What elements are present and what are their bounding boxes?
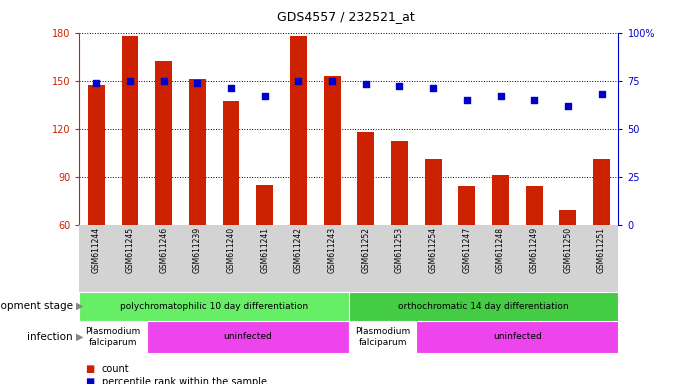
Bar (349, 321, 416, 353)
Bar (560, 210, 576, 321)
Point (225, 85, 236, 91)
Point (158, 78, 169, 84)
Text: development stage: development stage (0, 301, 76, 311)
Point (192, 79, 203, 86)
Bar (349, 292, 618, 321)
Text: polychromatophilic 10 day differentiation: polychromatophilic 10 day differentiatio… (120, 302, 308, 311)
Bar (79, 321, 146, 353)
Bar (88, 86, 105, 321)
Bar (593, 159, 610, 321)
Point (124, 78, 135, 84)
Text: uninfected: uninfected (493, 333, 542, 341)
Bar (323, 76, 341, 321)
Text: GSM611240: GSM611240 (227, 227, 236, 273)
Bar (146, 321, 349, 353)
Point (529, 97, 540, 103)
Text: GDS4557 / 232521_at: GDS4557 / 232521_at (276, 10, 415, 23)
Text: count: count (102, 364, 129, 374)
Point (562, 103, 574, 109)
Text: orthochromatic 14 day differentiation: orthochromatic 14 day differentiation (399, 302, 569, 311)
Text: ■: ■ (86, 364, 99, 374)
Text: GSM611241: GSM611241 (261, 227, 269, 273)
Point (91, 79, 102, 86)
Point (293, 78, 304, 84)
Text: GSM611248: GSM611248 (496, 227, 505, 273)
Text: GSM611254: GSM611254 (428, 227, 437, 273)
Bar (526, 186, 542, 321)
Bar (256, 185, 273, 321)
Bar (357, 132, 375, 321)
Bar (122, 36, 138, 321)
Bar (79, 292, 349, 321)
Bar (189, 79, 206, 321)
Text: ▶: ▶ (76, 332, 84, 342)
Text: Plasmodium
falciparum: Plasmodium falciparum (86, 327, 141, 347)
Bar (155, 61, 172, 321)
Text: percentile rank within the sample: percentile rank within the sample (102, 377, 267, 384)
Bar (290, 36, 307, 321)
Text: GSM611245: GSM611245 (126, 227, 135, 273)
Text: GSM611243: GSM611243 (328, 227, 337, 273)
Point (428, 85, 439, 91)
Text: ▶: ▶ (76, 301, 84, 311)
Point (394, 83, 405, 89)
Text: ■: ■ (86, 377, 99, 384)
Point (327, 78, 338, 84)
Point (259, 93, 270, 99)
Text: GSM611239: GSM611239 (193, 227, 202, 273)
Point (462, 97, 473, 103)
Bar (458, 186, 475, 321)
Text: GSM611250: GSM611250 (563, 227, 572, 273)
Text: GSM611244: GSM611244 (92, 227, 101, 273)
Bar (391, 141, 408, 321)
Text: GSM611251: GSM611251 (597, 227, 606, 273)
Bar (223, 101, 240, 321)
Point (360, 81, 371, 88)
Text: GSM611247: GSM611247 (462, 227, 471, 273)
Text: Plasmodium
falciparum: Plasmodium falciparum (355, 327, 410, 347)
Text: GSM611246: GSM611246 (159, 227, 168, 273)
Text: infection: infection (27, 332, 76, 342)
Point (495, 93, 506, 99)
Text: GSM611242: GSM611242 (294, 227, 303, 273)
Bar (416, 321, 618, 353)
Text: GSM611249: GSM611249 (530, 227, 539, 273)
Bar (425, 159, 442, 321)
Bar (492, 175, 509, 321)
Point (596, 91, 607, 97)
Text: uninfected: uninfected (223, 333, 272, 341)
Text: GSM611253: GSM611253 (395, 227, 404, 273)
Text: GSM611252: GSM611252 (361, 227, 370, 273)
